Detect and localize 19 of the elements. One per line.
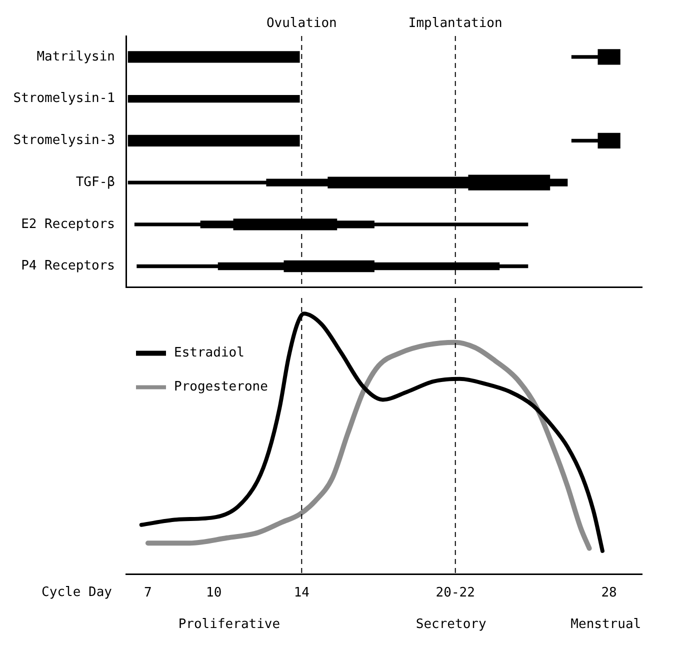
y-tick-label: Stromelysin-3 [13, 133, 115, 148]
x-tick-label: 14 [294, 586, 310, 601]
ref-line-label: Implantation [408, 16, 502, 31]
x-tick-label: 28 [601, 586, 617, 601]
text: Secretory [416, 616, 486, 632]
y-tick-label: Stromelysin-1 [13, 91, 115, 106]
y-tick-label: Matrilysin [36, 49, 115, 64]
y-tick-label: TGF-β [76, 174, 116, 190]
x-axis-title: Cycle Day [42, 584, 112, 600]
legend-label: Progesterone [174, 380, 268, 395]
text: Menstrual [570, 616, 642, 632]
y-tick-label: E2 Receptors [21, 216, 115, 232]
y-tick-label: P4 Receptors [21, 258, 115, 274]
x-tick-label: 20-22 [436, 586, 475, 601]
ref-line-label: Ovulation [266, 16, 337, 31]
x-tick-label: 10 [206, 586, 222, 601]
legend-label: Estradiol [174, 346, 244, 361]
x-tick-label: 7 [144, 586, 152, 601]
text: Proliferative [178, 616, 280, 632]
